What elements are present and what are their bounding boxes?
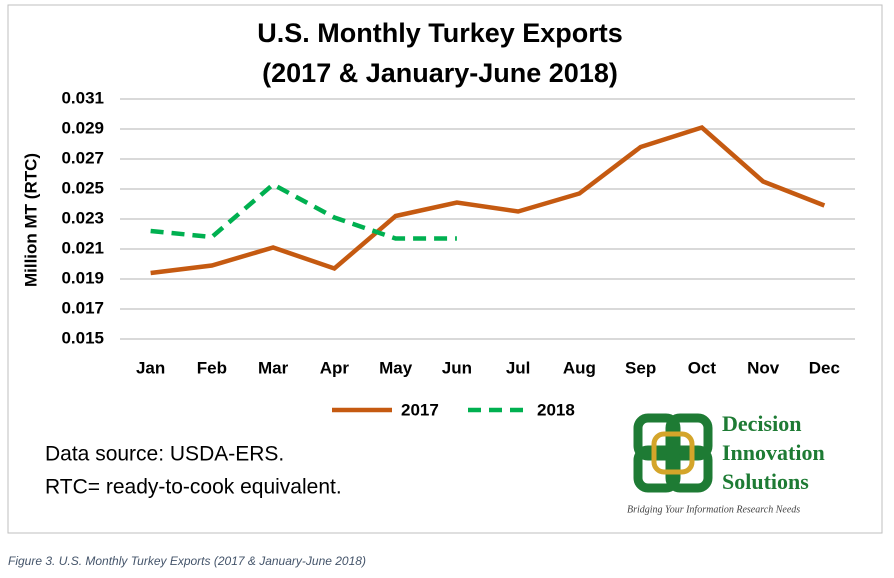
- logo-knot: [633, 413, 681, 461]
- chart-title: U.S. Monthly Turkey Exports: [257, 18, 623, 48]
- y-tick-label: 0.023: [61, 208, 104, 227]
- x-tick-label: Nov: [747, 358, 780, 377]
- y-axis-label: Million MT (RTC): [21, 153, 40, 287]
- caption: Figure 3. U.S. Monthly Turkey Exports (2…: [8, 554, 366, 568]
- y-tick-label: 0.017: [61, 298, 104, 317]
- x-tick-label: Mar: [258, 358, 289, 377]
- y-tick-label: 0.025: [61, 178, 104, 197]
- x-tick-label: Aug: [563, 358, 596, 377]
- y-tick-label: 0.019: [61, 268, 104, 287]
- note: Data source: USDA-ERS.: [45, 443, 284, 466]
- x-tick-label: Jul: [506, 358, 531, 377]
- x-tick-label: May: [379, 358, 413, 377]
- x-tick-label: Sep: [625, 358, 656, 377]
- logo-knot: [633, 445, 681, 493]
- x-tick-label: Feb: [197, 358, 227, 377]
- y-tick-label: 0.015: [61, 328, 104, 347]
- series-line: [150, 124, 826, 276]
- y-tick-label: 0.021: [61, 238, 104, 257]
- x-tick-label: Oct: [688, 358, 717, 377]
- y-tick-label: 0.029: [61, 118, 104, 137]
- logo-knot: [651, 431, 695, 475]
- x-tick-label: Jun: [442, 358, 472, 377]
- x-tick-label: Jan: [136, 358, 165, 377]
- y-tick-label: 0.027: [61, 148, 104, 167]
- y-tick-label: 0.031: [61, 88, 104, 107]
- note: RTC= ready-to-cook equivalent.: [45, 476, 342, 499]
- logo-knot: [665, 413, 713, 461]
- logo-knot: [665, 445, 713, 493]
- x-tick-label: Dec: [809, 358, 840, 377]
- legend-label: 2017: [401, 400, 439, 419]
- chart-frame: [7, 4, 883, 534]
- logo-text: Decision: [722, 411, 801, 436]
- chart-subtitle: (2017 & January-June 2018): [262, 58, 618, 88]
- logo-text: Solutions: [722, 469, 809, 494]
- legend-label: 2018: [537, 400, 575, 419]
- logo-text: Innovation: [722, 440, 825, 465]
- logo-icon: [633, 413, 713, 493]
- series-line: [150, 181, 457, 241]
- logo-tagline: Bridging Your Information Research Needs: [627, 504, 800, 515]
- x-tick-label: Apr: [320, 358, 350, 377]
